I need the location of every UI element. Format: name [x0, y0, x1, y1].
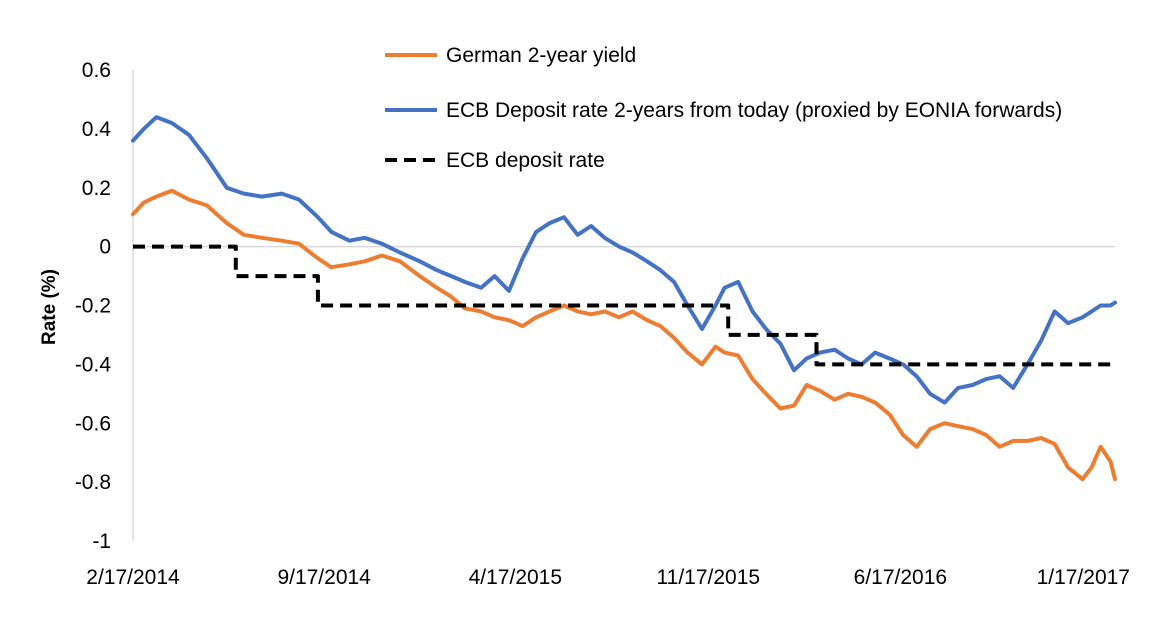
legend: German 2-year yield ECB Deposit rate 2-ye… [385, 44, 1062, 172]
series-line-3 [133, 244, 1115, 367]
y-tick-label: 0.2 [82, 177, 111, 200]
series-line-2 [131, 115, 1117, 405]
y-axis-ticks: 0.6 0.4 0.2 0 -0.2 -0.4 -0.6 -0.8 -1 [75, 59, 112, 553]
x-tick-label: 11/17/2015 [657, 566, 761, 589]
y-tick-label: -0.4 [75, 353, 112, 376]
series-line-1 [131, 188, 1117, 482]
legend-label-3: ECB deposit rate [446, 149, 605, 172]
series-layer [131, 115, 1117, 482]
y-tick-label: -0.6 [75, 412, 111, 435]
legend-label-1: German 2-year yield [446, 44, 636, 67]
y-tick-label: -0.8 [75, 471, 111, 494]
x-axis-ticks: 2/17/2014 9/17/2014 4/17/2015 11/17/2015 6/1… [86, 566, 1130, 589]
x-tick-label: 6/17/2016 [854, 566, 947, 589]
y-axis-title: Rate (%) [39, 269, 60, 345]
x-tick-label: 9/17/2014 [277, 566, 371, 589]
x-tick-label: 2/17/2014 [86, 566, 180, 589]
y-tick-label: -0.2 [75, 295, 111, 318]
x-tick-label: 4/17/2015 [469, 566, 562, 589]
y-tick-label: -1 [92, 530, 111, 553]
y-tick-label: 0 [99, 236, 111, 259]
y-tick-label: 0.6 [82, 59, 111, 82]
y-tick-label: 0.4 [82, 118, 112, 141]
x-tick-label: 1/17/2017 [1037, 566, 1130, 589]
legend-label-2: ECB Deposit rate 2-years from today (pro… [446, 99, 1062, 122]
